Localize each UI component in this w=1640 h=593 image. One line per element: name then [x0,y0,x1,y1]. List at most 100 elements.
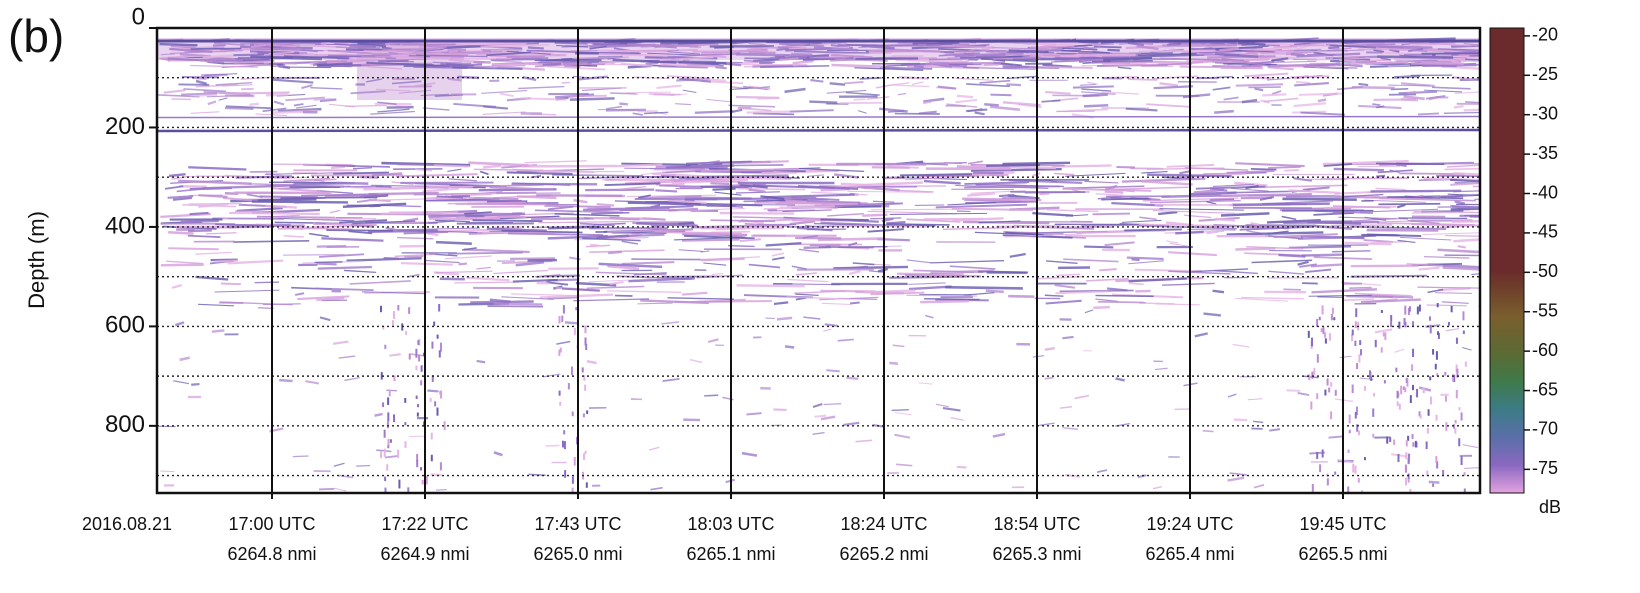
echo-trace [1351,58,1391,63]
echo-dot [585,343,588,351]
echo-trace [1333,167,1384,172]
echo-trace [1349,217,1397,222]
echo-trace [481,90,528,94]
echo-trace [992,56,1041,61]
echo-trace [795,293,819,296]
echo-trace [271,187,321,193]
echo-trace [389,353,401,357]
echo-trace [1297,236,1362,240]
echo-trace [682,291,708,296]
echo-trace [444,255,492,260]
echo-trace [1059,405,1073,409]
echo-trace [204,72,238,77]
echo-trace [1160,57,1229,62]
echo-trace [1463,108,1480,112]
echo-trace [1062,335,1074,340]
echo-trace [236,207,283,212]
colorbar-tick-label: -45 [1532,222,1558,242]
echo-dot [1455,364,1458,373]
echo-dot [1435,414,1438,421]
echo-trace [1471,273,1480,276]
echo-trace [1194,332,1208,338]
echo-dot [1334,471,1337,475]
echo-trace [966,108,988,113]
echo-trace [230,198,317,203]
echo-trace [1154,46,1175,49]
echo-trace [951,207,1034,211]
echo-trace [301,84,313,90]
echo-trace [985,289,1004,294]
echo-trace [318,487,335,491]
echo-trace [786,296,850,300]
echo-trace [1168,251,1217,257]
echo-trace [1267,62,1341,68]
echo-dot [1419,414,1422,419]
echo-trace [1106,287,1128,292]
echo-dot [1437,333,1440,339]
echo-dot [1409,395,1412,404]
echo-trace [683,77,727,82]
echo-trace [1390,88,1409,91]
echo-trace [935,203,1028,209]
echo-dot [1347,449,1350,453]
echo-trace [949,265,996,270]
echo-dot [1311,483,1314,492]
echo-trace [1400,97,1419,102]
echo-trace [1092,212,1131,216]
y-tick-label: 400 [105,212,145,239]
echo-dot [1418,411,1421,417]
echo-dot [434,401,437,407]
echo-dot [418,354,421,362]
echo-dot [439,390,442,395]
echo-trace [853,98,866,101]
echo-trace [678,249,704,252]
echo-trace [1044,376,1054,380]
echo-dot [1319,464,1322,473]
echo-trace [967,192,996,197]
echo-trace [1453,104,1464,109]
echo-trace [773,408,787,411]
echo-trace [400,262,453,266]
echo-dot [1326,378,1329,386]
echo-trace [835,225,927,228]
echo-trace [1456,203,1480,206]
echo-trace [374,412,383,417]
echo-trace [840,182,873,187]
echo-trace [748,188,766,193]
echo-trace [1158,211,1178,216]
echo-trace [539,293,614,299]
echo-trace [1168,270,1231,275]
echo-dot [389,439,392,443]
echo-trace [741,451,758,457]
echo-trace [1154,367,1168,371]
echo-trace [954,53,1006,58]
echo-trace [1046,208,1099,213]
echo-trace [263,51,295,56]
echo-trace [802,235,819,239]
echo-trace [1250,222,1260,226]
echo-trace [1444,167,1480,171]
echo-dot [571,411,574,417]
echo-trace [918,382,933,385]
echo-dot [1418,304,1421,312]
echo-trace [1002,165,1057,170]
echo-trace [701,168,800,173]
x-distance-label: 6265.2 nmi [839,544,928,564]
echo-trace [448,50,458,54]
echo-trace [737,106,772,112]
echo-trace [752,112,795,116]
echo-dot [1313,368,1316,376]
echo-trace [1297,260,1309,266]
echo-trace [486,51,531,57]
echo-dot [1322,327,1325,334]
echo-trace [746,110,791,114]
echo-dot [1318,316,1321,321]
echo-trace [1268,165,1301,169]
echo-trace [343,269,377,274]
echo-trace [842,58,888,62]
echo-trace [476,359,486,364]
echo-trace [965,200,1038,205]
echo-trace [1350,225,1447,231]
echo-dot [1351,333,1354,342]
echo-trace [1422,232,1480,236]
